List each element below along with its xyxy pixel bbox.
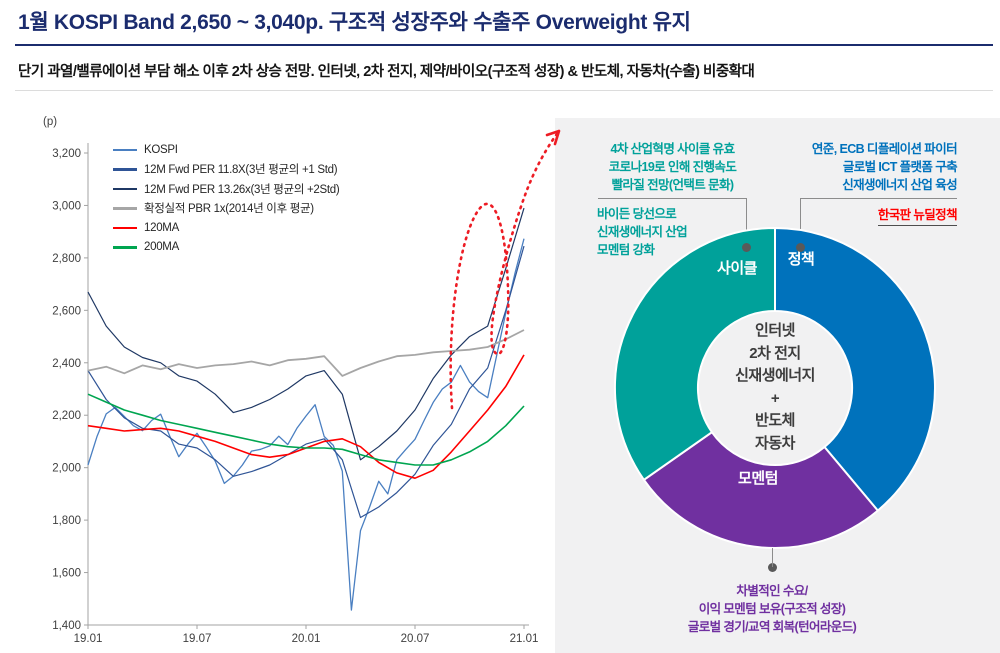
kospi-line-chart: 3,200 3,000 2,800 2,600 2,400 2,200 2,000 1,800… — [52, 129, 561, 645]
callout-policy: 연준, ECB 디플레이션 파이터 글로벌 ICT 플랫폼 구축 신재생에너지 … — [783, 140, 958, 194]
connector-dot-policy — [796, 243, 805, 252]
callout-cycle2-line: 모멘텀 강화 — [597, 243, 655, 257]
legend-swatch — [113, 226, 137, 229]
donut-segment — [614, 226, 776, 482]
callout-cycle: 4차 산업혁명 사이클 유효 코로나19로 인해 진행속도 빨라질 전망(언택트… — [580, 140, 765, 194]
chart-legend: KOSPI 12M Fwd PER 11.8X(3년 평균의 +1 Std) 12M… — [113, 140, 340, 258]
svg-text:19.07: 19.07 — [183, 633, 212, 645]
callout-cycle2-line: 신재생에너지 산업 — [597, 225, 688, 239]
callout-newdeal-text: 한국판 뉴딜정책 — [877, 208, 958, 226]
svg-text:2,600: 2,600 — [52, 305, 81, 317]
legend-item: 확정실적 PBR 1x(2014년 이후 평균) — [113, 199, 339, 219]
donut-center-line: 반도체 — [755, 412, 795, 429]
legend-swatch — [113, 187, 137, 190]
connector-dot-cycle — [742, 243, 751, 252]
svg-text:2,000: 2,000 — [52, 463, 81, 475]
svg-text:20.07: 20.07 — [401, 633, 430, 645]
svg-text:3,000: 3,000 — [52, 200, 81, 212]
connector-line-policy — [800, 198, 957, 199]
callout-cycle2-line: 바이든 당선으로 — [597, 207, 677, 221]
donut-center-line: 자동차 — [755, 434, 795, 452]
callout-momentum-line: 글로벌 경기/교역 회복(턴어라운드) — [687, 620, 857, 634]
title-divider — [15, 44, 993, 46]
connector-line-cycle — [598, 198, 747, 199]
svg-text:2,400: 2,400 — [52, 358, 81, 370]
svg-text:20.01: 20.01 — [292, 633, 321, 645]
svg-text:21.01: 21.01 — [510, 633, 539, 645]
legend-item: 12M Fwd PER 11.8X(3년 평균의 +1 Std) — [113, 160, 339, 180]
legend-item: 200MA — [113, 238, 339, 258]
strategy-donut-panel: 4차 산업혁명 사이클 유효 코로나19로 인해 진행속도 빨라질 전망(언택트… — [555, 118, 1000, 653]
legend-swatch — [113, 148, 137, 151]
svg-text:1,400: 1,400 — [52, 620, 81, 632]
kospi-band-chart: (p) 3,200 3,000 2,800 2,600 2,400 2,200 2,000 1… — [15, 110, 561, 653]
donut-segment-label: 모멘텀 — [738, 469, 778, 487]
svg-text:1,600: 1,600 — [52, 568, 81, 580]
legend-label: 12M Fwd PER 13.26x(3년 평균의 +2Std) — [144, 183, 340, 196]
callout-cycle-line: 4차 산업혁명 사이클 유효 — [610, 142, 736, 156]
legend-label: 12M Fwd PER 11.8X(3년 평균의 +1 Std) — [144, 164, 338, 177]
donut-center-text: 인터넷 2차 전지 신재생에너지 + 반도체 자동차 — [700, 320, 850, 455]
callout-momentum: 차별적인 수요/ 이익 모멘텀 보유(구조적 성장) 글로벌 경기/교역 회복(… — [647, 582, 897, 636]
legend-item: KOSPI — [113, 140, 339, 160]
callout-momentum-line: 차별적인 수요/ — [736, 584, 808, 598]
donut-center-line: + — [770, 389, 780, 407]
callout-newdeal: 한국판 뉴딜정책 — [783, 206, 958, 226]
callout-cycle-line: 빨라질 전망(언택트 문화) — [611, 178, 734, 192]
svg-text:1,800: 1,800 — [52, 515, 81, 527]
callout-cycle-line: 코로나19로 인해 진행속도 — [608, 160, 737, 174]
legend-item: 120MA — [113, 218, 339, 238]
svg-text:19.01: 19.01 — [74, 633, 103, 645]
legend-label: 200MA — [144, 241, 179, 254]
svg-text:3,200: 3,200 — [52, 148, 81, 160]
callout-policy-line: 신재생에너지 산업 육성 — [842, 178, 957, 192]
legend-label: 120MA — [144, 221, 179, 234]
subtitle-divider — [15, 90, 993, 91]
svg-text:2,800: 2,800 — [52, 253, 81, 265]
donut-center-line: 인터넷 — [755, 322, 795, 339]
connector-line-momentum — [772, 548, 773, 567]
legend-label: 확정실적 PBR 1x(2014년 이후 평균) — [144, 203, 314, 216]
donut-center-line: 2차 전지 — [749, 344, 801, 362]
y-axis-unit-label: (p) — [43, 116, 58, 128]
donut-segment — [642, 430, 880, 550]
legend-swatch — [113, 168, 137, 171]
legend-swatch — [113, 246, 137, 249]
page-title: 1월 KOSPI Band 2,650 ~ 3,040p. 구조적 성장주와 수… — [18, 11, 691, 34]
legend-swatch — [113, 207, 137, 210]
legend-label: KOSPI — [144, 143, 178, 156]
donut-center-line: 신재생에너지 — [735, 367, 815, 384]
donut-segment — [774, 226, 936, 513]
donut-segment-label: 정책 — [788, 250, 815, 268]
legend-item: 12M Fwd PER 13.26x(3년 평균의 +2Std) — [113, 179, 340, 199]
connector-line-cycle — [746, 198, 747, 247]
svg-text:2,200: 2,200 — [52, 410, 81, 422]
callout-cycle-secondary: 바이든 당선으로 신재생에너지 산업 모멘텀 강화 — [597, 205, 688, 259]
callout-policy-line: 연준, ECB 디플레이션 파이터 — [811, 142, 958, 156]
donut-segment-label: 사이클 — [717, 260, 758, 277]
callout-momentum-line: 이익 모멘텀 보유(구조적 성장) — [698, 602, 846, 616]
callout-policy-line: 글로벌 ICT 플랫폼 구축 — [842, 160, 958, 174]
connector-line-policy — [800, 198, 801, 247]
connector-dot-momentum — [768, 563, 777, 572]
page-subtitle: 단기 과열/밸류에이션 부담 해소 이후 2차 상승 전망. 인터넷, 2차 전… — [18, 64, 755, 80]
